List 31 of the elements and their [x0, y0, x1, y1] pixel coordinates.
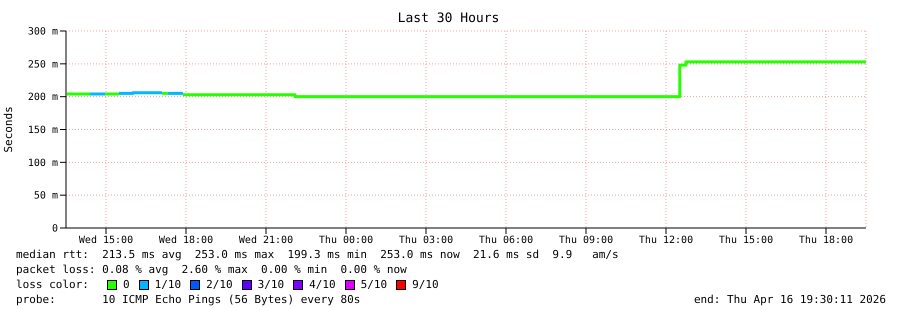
y-tick-label: 200 m [28, 92, 58, 104]
y-tick-label: 50 m [34, 190, 58, 202]
y-tick-label: 300 m [28, 26, 58, 38]
text: packet loss: 0.08 % avg 2.60 % max 0.00 % min 0.00 % now [16, 262, 408, 277]
y-tick-label: 100 m [28, 158, 58, 169]
legend-label: 4/10 [308, 277, 336, 292]
legend-label: 1/10 [154, 277, 182, 292]
x-tick-label: Thu 03:00 [398, 235, 454, 246]
chart-title: Last 30 Hours [396, 11, 500, 26]
x-tick-label: Thu 15:00 [718, 235, 774, 246]
x-tick-label: Thu 12:00 [638, 235, 694, 246]
x-tick-label: Thu 06:00 [478, 235, 534, 246]
legend-label: 2/10 [205, 277, 233, 292]
legend-label: 9/10 [411, 277, 439, 292]
legend-title: loss color: [16, 277, 90, 292]
text: probe: 10 ICMP Echo Pings (56 Bytes) every 80s [16, 292, 360, 307]
x-tick-label: Thu 09:00 [558, 235, 614, 246]
y-axis-title: Seconds [2, 106, 15, 153]
text: end: Thu Apr 16 19:30:11 2026 [694, 292, 886, 307]
x-tick-label: Wed 15:00 [78, 235, 134, 246]
x-tick-label: Wed 18:00 [158, 235, 214, 246]
text: median rtt: 213.5 ms avg 253.0 ms max 199.3 ms min 253.0 ms now 21.6 ms sd 9.9 am/s [16, 247, 620, 262]
y-tick-label: 0 [52, 224, 58, 235]
y-tick-label: 150 m [28, 125, 58, 136]
x-tick-label: Thu 00:00 [318, 235, 374, 246]
legend-label: 0 [122, 277, 130, 292]
legend-label: 5/10 [360, 277, 388, 292]
y-tick-label: 250 m [28, 59, 58, 70]
x-tick-label: Wed 21:00 [238, 235, 294, 246]
x-tick-label: Thu 18:00 [798, 235, 854, 246]
legend-label: 3/10 [256, 277, 284, 292]
